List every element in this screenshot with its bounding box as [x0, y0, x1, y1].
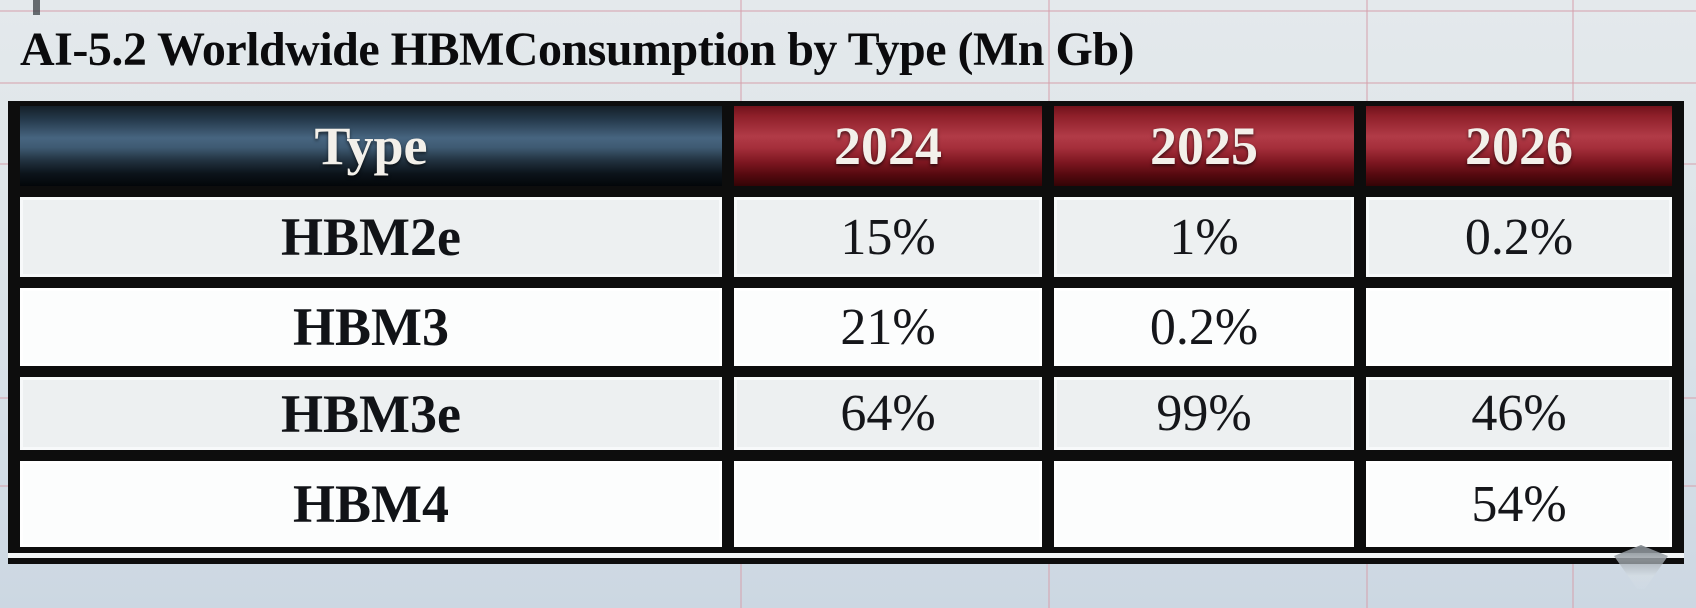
cell-hbm3-2025: 0.2%	[1054, 288, 1354, 366]
cell-hbm2e-2025: 1%	[1054, 197, 1354, 277]
row-label-hbm4: HBM4	[20, 461, 722, 547]
cell-hbm4-2026: 54%	[1366, 461, 1672, 547]
cell-hbm2e-2024: 15%	[734, 197, 1042, 277]
column-header-2024: 2024	[734, 106, 1042, 186]
row-label-hbm3e: HBM3e	[20, 377, 722, 450]
hbm-consumption-table: Type 2024 2025 2026 HBM2e 15% 1% 0.2% HB…	[8, 101, 1684, 564]
cell-hbm3-2026	[1366, 288, 1672, 366]
gridline-horizontal	[0, 10, 1696, 12]
column-header-2026: 2026	[1366, 106, 1672, 186]
cell-hbm3e-2024: 64%	[734, 377, 1042, 450]
cell-hbm3e-2026: 46%	[1366, 377, 1672, 450]
cell-hbm4-2024	[734, 461, 1042, 547]
gridline-horizontal	[0, 82, 1696, 84]
top-left-mark	[33, 0, 40, 15]
column-header-2025: 2025	[1054, 106, 1354, 186]
row-label-hbm2e: HBM2e	[20, 197, 722, 277]
cell-hbm4-2025	[1054, 461, 1354, 547]
cell-hbm3e-2025: 99%	[1054, 377, 1354, 450]
page-title: AI-5.2 Worldwide HBMConsumption by Type …	[20, 23, 1135, 76]
column-header-type: Type	[20, 106, 722, 186]
cell-hbm3-2024: 21%	[734, 288, 1042, 366]
table-grid: Type 2024 2025 2026 HBM2e 15% 1% 0.2% HB…	[20, 106, 1672, 547]
row-label-hbm3: HBM3	[20, 288, 722, 366]
cell-hbm2e-2026: 0.2%	[1366, 197, 1672, 277]
table-bottom-border	[8, 547, 1684, 564]
